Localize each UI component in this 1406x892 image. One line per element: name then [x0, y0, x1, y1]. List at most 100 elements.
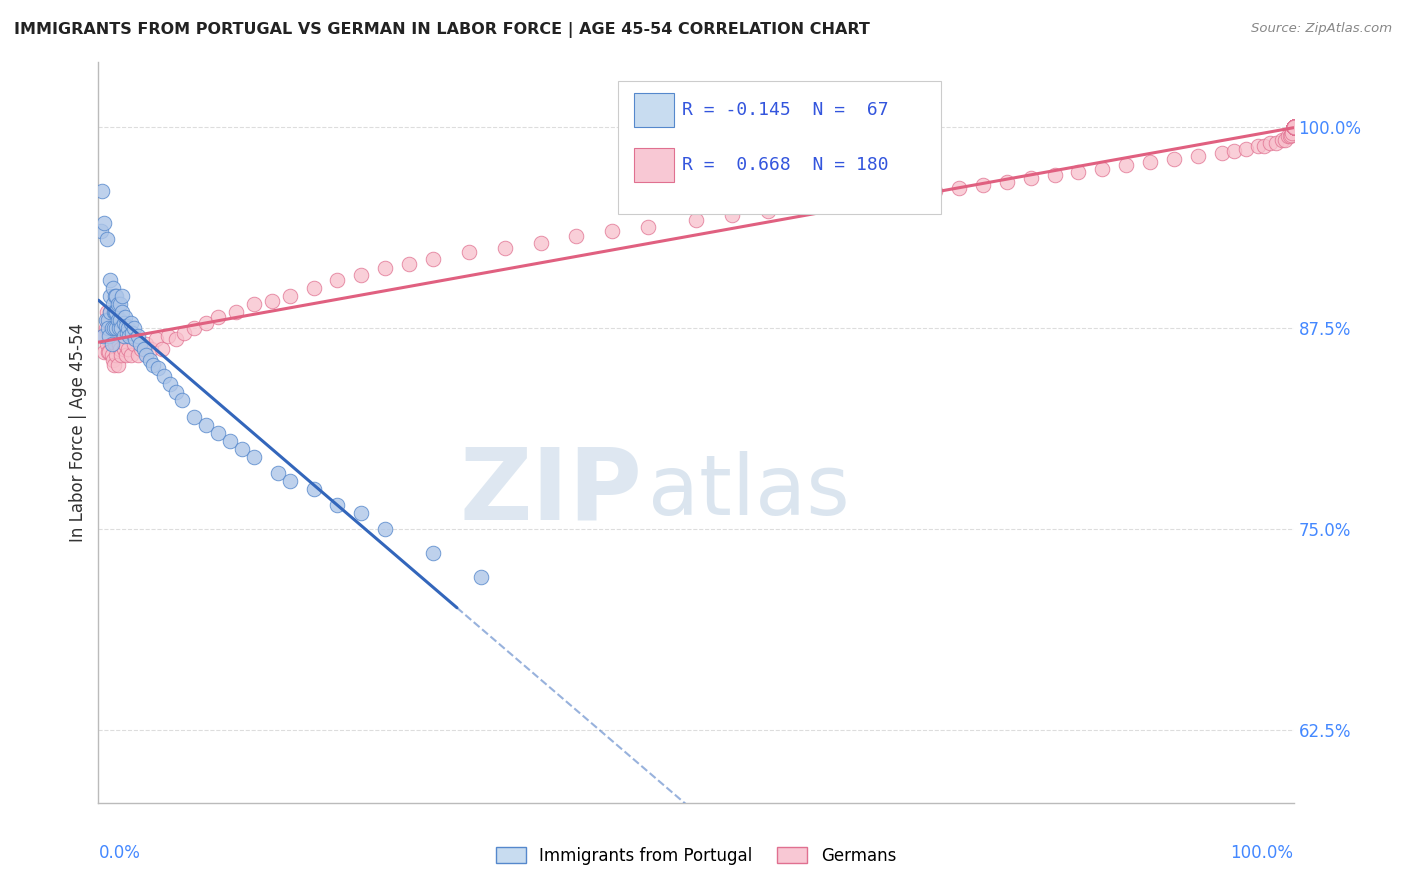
- Point: [1139, 155, 1161, 169]
- FancyBboxPatch shape: [634, 148, 675, 182]
- Point: [1282, 120, 1305, 134]
- Point: [494, 241, 516, 255]
- Point: [156, 329, 179, 343]
- Point: [1282, 120, 1305, 134]
- Point: [1282, 120, 1305, 134]
- Point: [1282, 120, 1305, 134]
- Point: [1253, 139, 1275, 153]
- Point: [1282, 120, 1305, 134]
- Point: [139, 353, 162, 368]
- Point: [1067, 165, 1090, 179]
- Point: [98, 329, 121, 343]
- Point: [1282, 120, 1305, 134]
- Point: [1282, 120, 1305, 134]
- Point: [1282, 120, 1305, 134]
- Point: [1282, 120, 1305, 134]
- Point: [110, 348, 132, 362]
- Point: [1282, 120, 1305, 134]
- Point: [1282, 120, 1305, 134]
- Text: IMMIGRANTS FROM PORTUGAL VS GERMAN IN LABOR FORCE | AGE 45-54 CORRELATION CHART: IMMIGRANTS FROM PORTUGAL VS GERMAN IN LA…: [14, 22, 870, 38]
- Point: [172, 393, 194, 408]
- Point: [1282, 120, 1305, 134]
- Point: [153, 369, 176, 384]
- Point: [1274, 133, 1296, 147]
- Point: [1282, 120, 1305, 134]
- Point: [1281, 126, 1303, 140]
- Point: [326, 273, 349, 287]
- Point: [103, 358, 125, 372]
- Point: [98, 273, 122, 287]
- Point: [1282, 120, 1305, 134]
- Point: [1282, 120, 1305, 134]
- Point: [117, 342, 139, 356]
- Point: [1282, 120, 1305, 134]
- Point: [1282, 120, 1305, 134]
- FancyBboxPatch shape: [634, 93, 675, 127]
- Point: [1282, 120, 1305, 134]
- Point: [1282, 120, 1305, 134]
- Point: [97, 345, 120, 359]
- Point: [1282, 120, 1305, 134]
- Point: [165, 332, 187, 346]
- Point: [139, 342, 162, 356]
- Point: [470, 570, 492, 584]
- Point: [94, 313, 117, 327]
- Point: [1282, 120, 1305, 134]
- Point: [1282, 120, 1305, 134]
- Point: [1282, 120, 1305, 134]
- Point: [828, 197, 851, 211]
- Point: [207, 425, 229, 440]
- Point: [1247, 139, 1270, 153]
- Point: [108, 342, 131, 356]
- Point: [101, 353, 124, 368]
- Point: [124, 321, 146, 335]
- Point: [972, 178, 994, 192]
- Point: [243, 297, 266, 311]
- Point: [1282, 120, 1305, 134]
- Point: [1282, 120, 1305, 134]
- Point: [145, 332, 167, 346]
- Point: [107, 321, 129, 335]
- Point: [183, 409, 205, 424]
- Point: [1282, 120, 1305, 134]
- Point: [1282, 120, 1305, 134]
- Point: [1282, 120, 1305, 134]
- Point: [721, 208, 744, 222]
- Point: [398, 257, 420, 271]
- Point: [1282, 120, 1305, 134]
- Point: [101, 329, 124, 343]
- Point: [105, 348, 128, 362]
- Point: [101, 297, 124, 311]
- Point: [1282, 120, 1305, 134]
- Point: [1282, 120, 1305, 134]
- Point: [1282, 120, 1305, 134]
- Point: [1258, 136, 1281, 150]
- Point: [98, 329, 122, 343]
- Point: [302, 281, 325, 295]
- Point: [103, 305, 125, 319]
- Point: [97, 313, 120, 327]
- Point: [1043, 168, 1066, 182]
- Point: [117, 321, 139, 335]
- Point: [105, 305, 128, 319]
- Point: [1282, 120, 1305, 134]
- Point: [98, 305, 122, 319]
- Point: [100, 321, 122, 335]
- Point: [90, 224, 112, 238]
- Text: ZIP: ZIP: [460, 443, 643, 541]
- Point: [159, 377, 181, 392]
- Point: [195, 417, 218, 432]
- Text: R = -0.145  N =  67: R = -0.145 N = 67: [682, 101, 889, 119]
- Point: [374, 522, 396, 536]
- Point: [114, 337, 136, 351]
- Point: [1091, 161, 1114, 176]
- Point: [115, 326, 138, 340]
- Point: [93, 345, 115, 359]
- Point: [1282, 120, 1305, 134]
- Point: [98, 305, 122, 319]
- Point: [93, 216, 115, 230]
- Point: [124, 337, 146, 351]
- Point: [948, 181, 970, 195]
- Point: [100, 321, 122, 335]
- Point: [150, 342, 173, 356]
